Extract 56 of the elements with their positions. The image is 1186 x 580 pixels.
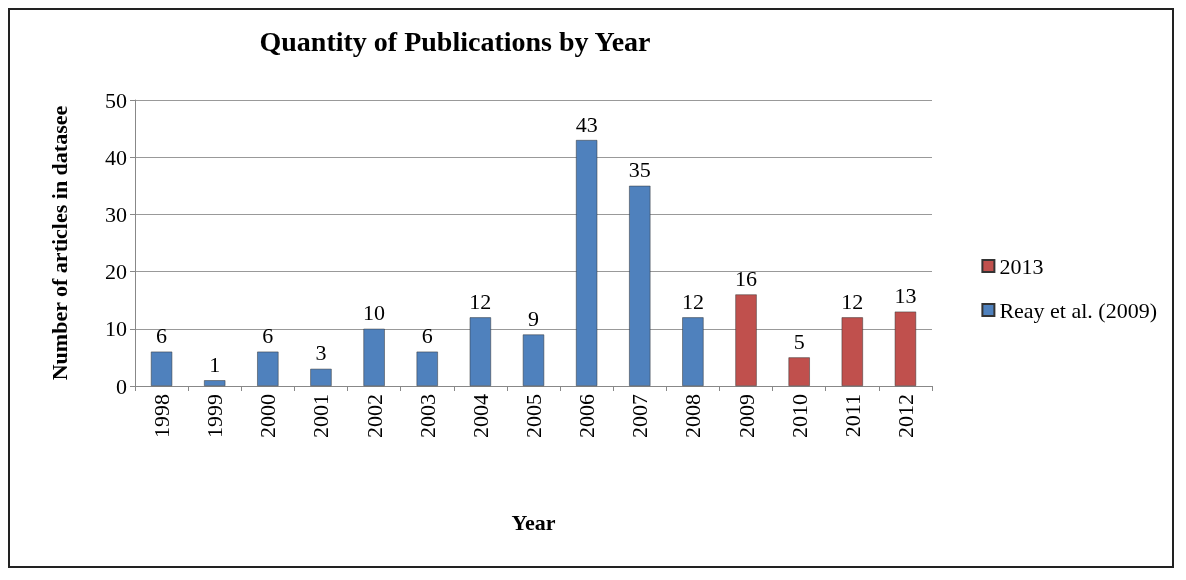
x-tick-label: 2005 xyxy=(521,394,546,438)
x-tick-label: 2004 xyxy=(467,394,493,438)
data-label: 12 xyxy=(681,288,704,314)
bar xyxy=(150,351,173,386)
data-label: 16 xyxy=(735,265,758,291)
bar xyxy=(469,317,491,386)
y-tick-label: 0 xyxy=(116,373,127,399)
bar xyxy=(416,351,438,386)
x-tick-label: 2000 xyxy=(255,394,281,438)
x-tick-label: 2009 xyxy=(733,394,759,438)
data-label: 13 xyxy=(894,283,917,309)
bar xyxy=(841,317,863,386)
data-label: 12 xyxy=(841,288,864,314)
x-tick-label: 2002 xyxy=(361,394,387,438)
data-label: 12 xyxy=(469,288,492,314)
y-axis-title: Number of articles in datasee xyxy=(46,105,72,381)
data-label: 9 xyxy=(528,306,539,332)
bar xyxy=(682,317,704,386)
x-tick-label: 2010 xyxy=(786,394,812,438)
y-tick-label: 20 xyxy=(105,259,127,285)
x-tick-label: 2012 xyxy=(892,394,918,438)
bar xyxy=(735,294,757,386)
legend-label: 2013 xyxy=(999,253,1044,279)
bar xyxy=(257,351,279,386)
x-tick-label: 2003 xyxy=(414,394,440,438)
data-label: 6 xyxy=(262,323,274,349)
data-label: 5 xyxy=(793,328,805,354)
data-label: 35 xyxy=(628,157,651,183)
x-tick-label: 2011 xyxy=(839,394,865,438)
bar xyxy=(363,328,385,386)
x-tick-label: 2008 xyxy=(680,394,706,438)
bar xyxy=(629,185,651,386)
x-axis-title: Year xyxy=(511,509,556,535)
data-label: 6 xyxy=(156,323,168,349)
bar xyxy=(894,311,917,386)
data-label: 6 xyxy=(421,323,433,349)
bar xyxy=(522,334,545,386)
y-tick-label: 50 xyxy=(105,87,127,113)
bar xyxy=(576,140,598,386)
bar xyxy=(310,368,332,386)
data-label: 43 xyxy=(575,111,598,137)
x-tick-label: 1998 xyxy=(149,394,175,438)
bar xyxy=(788,357,810,386)
data-label: 3 xyxy=(315,340,327,366)
data-label: 10 xyxy=(363,300,386,326)
bar xyxy=(204,380,226,386)
x-tick-label: 1999 xyxy=(202,394,228,438)
y-tick-label: 40 xyxy=(105,144,127,170)
data-label: 1 xyxy=(209,351,221,377)
y-tick-label: 10 xyxy=(105,316,127,342)
legend-label: Reay et al. (2009) xyxy=(999,297,1157,323)
x-tick-label: 2007 xyxy=(627,394,653,438)
chart-title: Quantity of Publications by Year xyxy=(259,25,651,57)
x-tick-label: 2001 xyxy=(308,394,334,438)
y-tick-label: 30 xyxy=(105,201,127,227)
x-tick-label: 2006 xyxy=(574,394,600,438)
